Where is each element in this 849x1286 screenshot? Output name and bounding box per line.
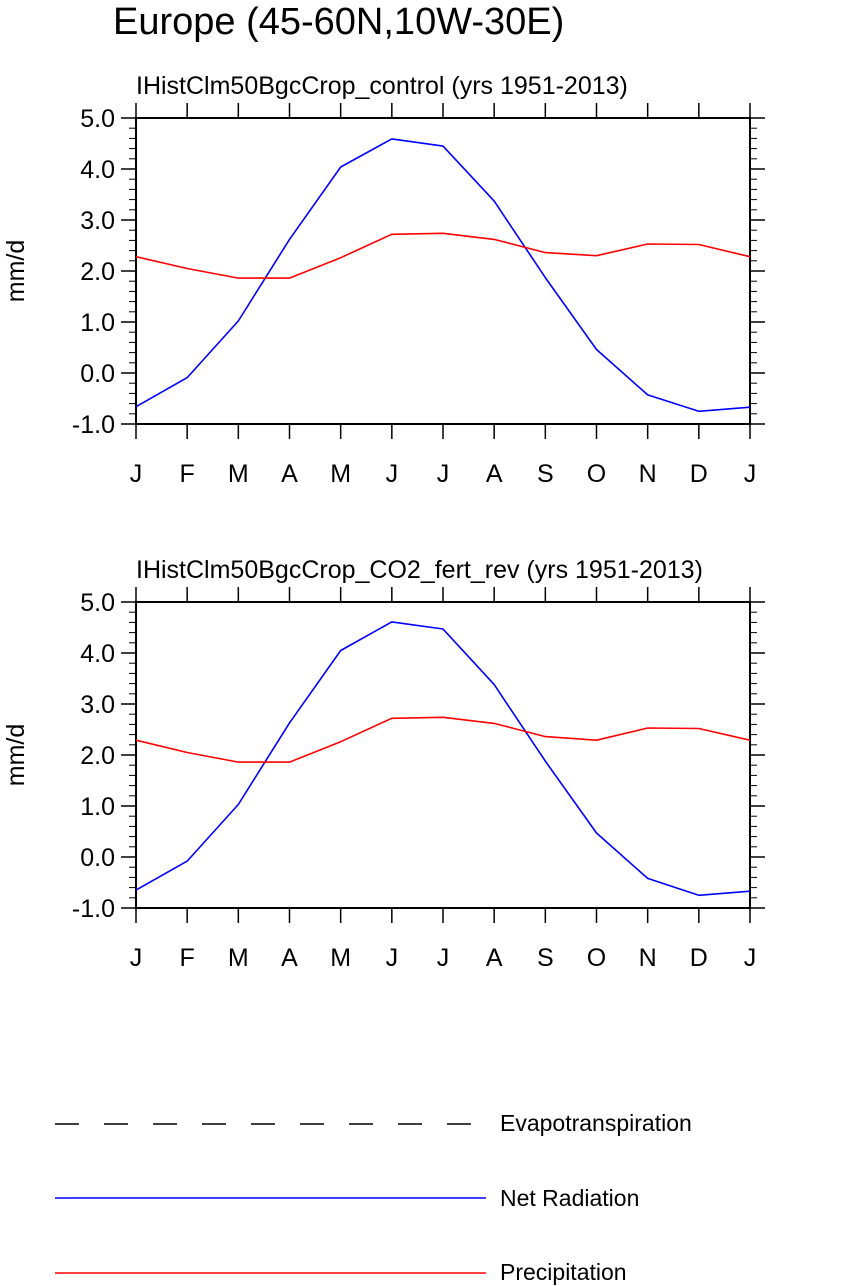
y-axis-label: mm/d [2, 240, 30, 303]
series-line-net-radiation [135, 138, 751, 413]
x-tick-label: J [744, 460, 757, 488]
y-tick-label: 0.0 [80, 360, 115, 388]
x-tick-label: O [587, 944, 606, 972]
series-line-net-radiation [135, 621, 751, 897]
y-tick-label: 2.0 [80, 258, 115, 286]
plot-frame [135, 117, 751, 425]
x-tick-label: D [690, 944, 708, 972]
x-tick-label: A [486, 460, 503, 488]
panel-title: IHistClm50BgcCrop_CO2_fert_rev (yrs 1951… [136, 556, 703, 584]
figure-title: Europe (45-60N,10W-30E) [113, 1, 564, 43]
legend: Evapotranspiration Net Radiation Precipi… [55, 1110, 692, 1285]
x-tick-label: S [537, 460, 554, 488]
y-tick-label: 4.0 [80, 640, 115, 668]
x-tick-label: J [386, 460, 399, 488]
y-tick-label: 3.0 [80, 207, 115, 235]
x-tick-label: M [228, 460, 249, 488]
x-tick-label: D [690, 460, 708, 488]
panel-title: IHistClm50BgcCrop_control (yrs 1951-2013… [136, 72, 628, 100]
legend-label-net-radiation: Net Radiation [500, 1185, 639, 1211]
panel-control: IHistClm50BgcCrop_control (yrs 1951-2013… [2, 72, 765, 488]
y-tick-label: 1.0 [80, 793, 115, 821]
x-tick-label: J [130, 944, 143, 972]
y-tick-label: -1.0 [72, 895, 115, 923]
x-tick-label: M [330, 460, 351, 488]
x-tick-label: F [180, 460, 195, 488]
y-axis-label: mm/d [2, 724, 30, 787]
panel-co2-fert-rev: IHistClm50BgcCrop_CO2_fert_rev (yrs 1951… [2, 556, 765, 972]
legend-label-precipitation: Precipitation [500, 1259, 627, 1285]
x-tick-label: J [130, 460, 143, 488]
series-line-precipitation [135, 232, 751, 279]
x-tick-label: F [180, 944, 195, 972]
y-tick-label: 5.0 [80, 589, 115, 617]
y-tick-label: -1.0 [72, 411, 115, 439]
legend-label-evapotranspiration: Evapotranspiration [500, 1110, 692, 1136]
plot-frame [135, 601, 751, 909]
x-tick-label: M [330, 944, 351, 972]
x-tick-label: A [281, 944, 298, 972]
y-tick-label: 4.0 [80, 156, 115, 184]
series-line-precipitation [135, 716, 751, 763]
x-tick-label: A [486, 944, 503, 972]
y-tick-label: 1.0 [80, 309, 115, 337]
x-tick-label: A [281, 460, 298, 488]
x-tick-label: S [537, 944, 554, 972]
y-tick-label: 0.0 [80, 844, 115, 872]
y-tick-label: 2.0 [80, 742, 115, 770]
x-tick-label: O [587, 460, 606, 488]
x-tick-label: J [437, 944, 450, 972]
x-tick-label: J [386, 944, 399, 972]
x-tick-label: N [639, 460, 657, 488]
x-tick-label: J [744, 944, 757, 972]
x-tick-label: J [437, 460, 450, 488]
y-tick-label: 3.0 [80, 691, 115, 719]
y-tick-label: 5.0 [80, 105, 115, 133]
x-tick-label: N [639, 944, 657, 972]
x-tick-label: M [228, 944, 249, 972]
